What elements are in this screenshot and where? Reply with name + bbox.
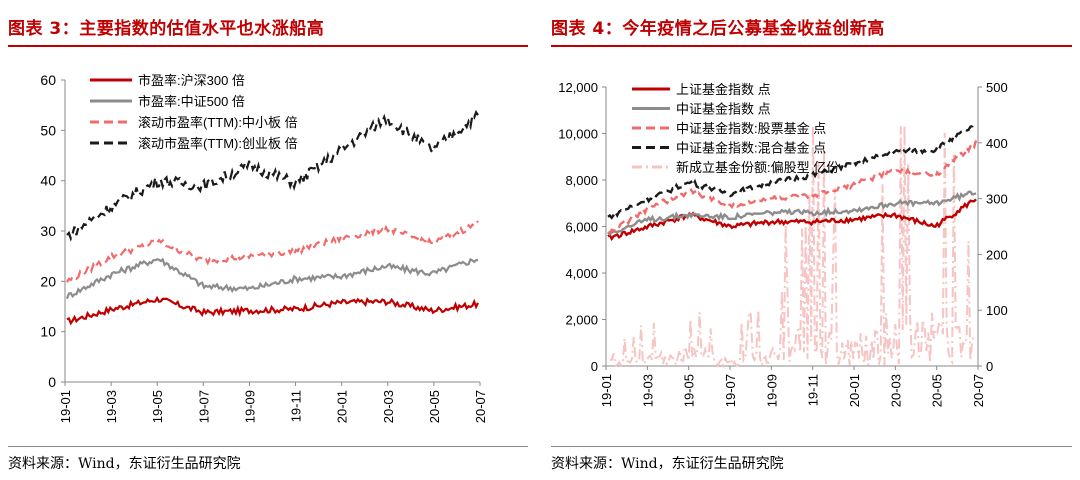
source-rule-left — [8, 446, 528, 447]
y-tick-label-right-b: 200 — [986, 247, 1008, 262]
y-tick-label-b: 8,000 — [565, 173, 598, 188]
legend-label-b: 中证基金指数 点 — [676, 102, 771, 117]
series-line-b-0 — [607, 198, 977, 242]
legend-label-b: 上证基金指数 点 — [676, 82, 771, 97]
y-tick-label-right-b: 0 — [986, 359, 993, 374]
x-tick-label-b: 19-01 — [599, 374, 614, 407]
series-line-a-0 — [66, 295, 479, 326]
series-line-b-4 — [609, 126, 975, 370]
source-right: 资料来源：Wind，东证衍生品研究院 — [551, 456, 784, 472]
y-tick-label-b: 10,000 — [558, 127, 598, 142]
source-rule-right — [551, 446, 1072, 447]
legend-label-b: 新成立基金份额:偏股型 亿份 — [676, 160, 839, 175]
y-tick-label-a: 10 — [40, 324, 56, 340]
y-tick-label-b: 2,000 — [565, 313, 598, 328]
x-tick-label-b: 20-03 — [888, 374, 903, 407]
x-tick-label-b: 19-05 — [682, 374, 697, 407]
x-tick-label-a: 19-09 — [242, 390, 257, 423]
panel-title-left: 图表 3：主要指数的估值水平也水涨船高 — [8, 19, 325, 39]
x-tick-label-a: 19-01 — [58, 390, 73, 423]
x-tick-label-a: 20-05 — [427, 390, 442, 423]
title-rule-left — [8, 45, 528, 47]
legend-label-a: 市盈率:沪深300 倍 — [138, 73, 245, 88]
x-tick-label-a: 19-03 — [104, 390, 119, 423]
x-tick-label-b: 19-03 — [640, 374, 655, 407]
legend-label-a: 滚动市盈率(TTM):创业板 倍 — [138, 136, 298, 151]
series-line-a-1 — [65, 257, 479, 300]
x-tick-label-a: 19-05 — [150, 390, 165, 423]
y-tick-label-b: 6,000 — [565, 220, 598, 235]
y-tick-label-b: 4,000 — [565, 266, 598, 281]
y-tick-label-a: 50 — [40, 122, 56, 138]
y-tick-label-a: 0 — [48, 374, 56, 390]
y-tick-label-a: 30 — [40, 223, 56, 239]
legend-label-a: 市盈率:中证500 倍 — [138, 94, 245, 109]
series-line-a-3 — [66, 109, 479, 242]
series-line-b-1 — [607, 190, 977, 237]
x-tick-label-b: 20-07 — [971, 374, 986, 407]
panel-title-right: 图表 4：今年疫情之后公募基金收益创新高 — [551, 19, 885, 39]
y-tick-label-a: 60 — [40, 72, 56, 88]
y-tick-label-b: 12,000 — [558, 80, 598, 95]
series-line-b-3 — [607, 121, 977, 220]
y-tick-label-right-b: 400 — [986, 136, 1008, 151]
x-tick-label-a: 20-01 — [335, 390, 350, 423]
x-tick-label-b: 19-07 — [723, 374, 738, 407]
y-tick-label-b: 0 — [591, 359, 598, 374]
x-tick-label-b: 19-09 — [764, 374, 779, 407]
legend-label-a: 滚动市盈率(TTM):中小板 倍 — [138, 115, 298, 130]
title-rule-right — [551, 45, 1072, 47]
x-tick-label-a: 20-03 — [381, 390, 396, 423]
legend-label-b: 中证基金指数:混合基金 点 — [676, 141, 826, 156]
source-left: 资料来源：Wind，东证衍生品研究院 — [8, 456, 241, 472]
series-line-a-2 — [66, 220, 479, 283]
x-tick-label-b: 20-01 — [847, 374, 862, 407]
y-tick-label-a: 20 — [40, 273, 56, 289]
x-tick-label-a: 19-11 — [289, 390, 304, 422]
legend-label-b: 中证基金指数:股票基金 点 — [676, 121, 826, 136]
x-tick-label-a: 20-07 — [473, 390, 488, 423]
series-line-b-2 — [607, 140, 978, 234]
x-tick-label-a: 19-07 — [196, 390, 211, 423]
y-tick-label-right-b: 300 — [986, 192, 1008, 207]
y-tick-label-right-b: 100 — [986, 303, 1008, 318]
x-tick-label-b: 20-05 — [930, 374, 945, 407]
y-tick-label-a: 40 — [40, 173, 56, 189]
x-tick-label-b: 19-11 — [806, 374, 821, 406]
y-tick-label-right-b: 500 — [986, 80, 1008, 95]
